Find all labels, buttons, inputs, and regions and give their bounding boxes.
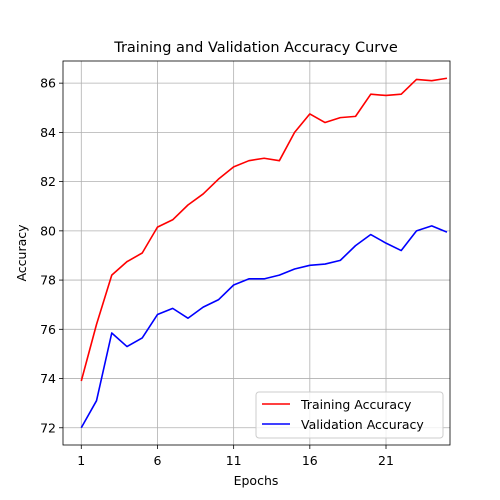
- grid-lines: [63, 61, 450, 445]
- training-accuracy-line: [80, 77, 448, 382]
- x-tick-label: 6: [153, 453, 161, 468]
- y-tick-label: 78: [40, 273, 56, 288]
- y-tick-label: 80: [40, 223, 56, 238]
- y-axis-label: Accuracy: [14, 224, 29, 282]
- x-tick-label: 1: [77, 453, 85, 468]
- series-lines: [80, 77, 448, 429]
- legend: Training Accuracy Validation Accuracy: [255, 391, 444, 439]
- legend-box: [255, 391, 444, 439]
- legend-label-training: Training Accuracy: [300, 397, 412, 412]
- y-tick-label: 86: [40, 76, 56, 91]
- y-tick-label: 74: [40, 371, 56, 386]
- x-axis-label: Epochs: [234, 473, 279, 488]
- y-tick-label: 84: [40, 125, 56, 140]
- x-tick-label: 16: [302, 453, 318, 468]
- validation-accuracy-line: [80, 225, 448, 429]
- legend-label-validation: Validation Accuracy: [301, 417, 424, 432]
- chart-title: Training and Validation Accuracy Curve: [113, 40, 398, 56]
- y-tick-label: 76: [40, 322, 56, 337]
- x-tick-label: 21: [378, 453, 394, 468]
- y-tick-label: 82: [40, 174, 56, 189]
- x-tick-label: 11: [226, 453, 242, 468]
- y-tick-label: 72: [40, 420, 56, 435]
- axes-frame: [62, 60, 451, 446]
